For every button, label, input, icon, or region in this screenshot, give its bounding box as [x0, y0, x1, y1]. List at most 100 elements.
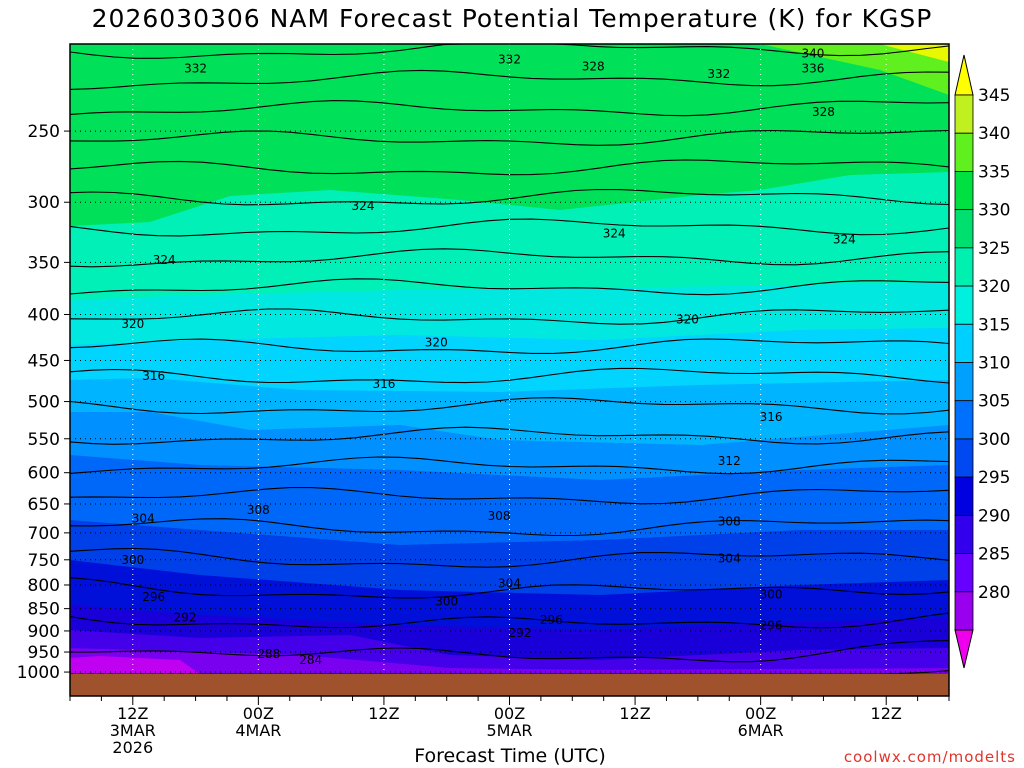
isotherm-line	[70, 367, 949, 384]
colorbar-label: 315	[978, 315, 1010, 335]
contour-label: 316	[372, 377, 395, 391]
colorbar-swatch	[954, 247, 974, 287]
contour-label: 308	[247, 503, 270, 517]
contour-label: 328	[812, 105, 835, 119]
isotherm-layer	[70, 44, 949, 674]
contour-label: 332	[707, 67, 730, 81]
colorbar-bottom-arrow	[954, 629, 974, 669]
colorbar-swatch	[954, 171, 974, 211]
isotherm-line	[70, 308, 949, 325]
colorbar-top-arrow	[954, 54, 974, 96]
contour-label: 324	[603, 226, 626, 240]
colorbar-swatch	[954, 323, 974, 363]
isotherm-line	[70, 69, 949, 90]
colorbar: 345 340 335 330 325 320 315 310 305 300 295 290 285 2…	[954, 54, 1010, 669]
isotherm-line	[70, 518, 949, 537]
x-tick-label: 12Z	[368, 704, 399, 723]
contour-label: 328	[582, 60, 605, 74]
y-tick-label: 700	[28, 524, 60, 544]
contour-label: 320	[121, 317, 144, 331]
theta-band-345	[880, 44, 949, 62]
contour-label: 316	[142, 369, 165, 383]
isotherm-line	[70, 456, 949, 475]
isotherm-line	[70, 129, 949, 146]
colorbar-swatch	[954, 132, 974, 172]
y-tick-label: 350	[28, 253, 60, 273]
colorbar-swatch	[954, 438, 974, 478]
contour-label: 296	[540, 613, 563, 627]
contour-label: 332	[184, 62, 207, 76]
contour-label: 324	[833, 232, 856, 246]
colorbar-swatch	[954, 553, 974, 593]
x-tick-label: 12Z	[619, 704, 650, 723]
colorbar-swatch	[954, 591, 974, 631]
contour-label: 304	[132, 512, 155, 526]
contour-label: 332	[498, 52, 521, 66]
contour-label: 300	[435, 595, 458, 609]
contour-label: 288	[257, 647, 280, 661]
contour-label: 304	[498, 577, 521, 591]
x-tick-label: 6MAR	[738, 721, 784, 740]
contour-label: 324	[352, 199, 375, 213]
contour-label: 316	[760, 410, 783, 424]
isotherm-line	[70, 338, 949, 354]
y-tick-label: 250	[28, 122, 60, 142]
colorbar-swatch	[954, 362, 974, 402]
colorbar-label: 330	[978, 201, 1010, 221]
contour-label: 304	[718, 552, 741, 566]
y-tick-label: 500	[28, 393, 60, 413]
x-tick-label: 12Z	[871, 704, 902, 723]
contour-label: 312	[718, 454, 741, 468]
colorbar-label: 335	[978, 162, 1010, 182]
contour-label: 300	[760, 588, 783, 602]
colorbar-swatch	[954, 476, 974, 516]
x-tick-label: 00Z	[745, 704, 776, 723]
colorbar-swatch	[954, 400, 974, 440]
y-tick-label: 650	[28, 495, 60, 515]
colorbar-label: 320	[978, 277, 1010, 297]
y-tick-label: 450	[28, 351, 60, 371]
contour-label: 296	[142, 590, 165, 604]
colorbar-swatch	[954, 514, 974, 554]
colorbar-label: 300	[978, 430, 1010, 450]
theta-band	[70, 656, 200, 674]
x-tick-label: 2026	[112, 738, 153, 757]
isotherm-line	[70, 547, 949, 568]
contour-label: 340	[802, 47, 825, 61]
contour-label: 284	[299, 653, 322, 667]
theta-band	[70, 648, 949, 674]
contour-label: 308	[718, 515, 741, 529]
isotherm-line	[70, 640, 949, 663]
credit-link[interactable]: coolwx.com/modelts	[843, 748, 1016, 766]
colorbar-label: 325	[978, 239, 1010, 259]
grid-layer	[70, 44, 949, 674]
contour-label: 300	[121, 553, 144, 567]
colorbar-label: 305	[978, 392, 1010, 412]
colorbar-swatch	[954, 209, 974, 249]
x-tick-label: 00Z	[243, 704, 274, 723]
y-tick-label: 900	[28, 622, 60, 642]
y-tick-label: 550	[28, 430, 60, 450]
y-tick-label: 1000	[17, 663, 60, 683]
colorbar-label: 290	[978, 506, 1010, 526]
ground-surface	[70, 674, 949, 696]
isotherm-line	[70, 487, 949, 505]
colorbar-swatch	[954, 94, 974, 134]
contour-label: 292	[174, 611, 197, 625]
y-tick-label: 800	[28, 576, 60, 596]
isotherm-line	[70, 44, 949, 59]
y-tick-label: 600	[28, 464, 60, 484]
y-tick-label: 750	[28, 551, 60, 571]
contour-label: 296	[760, 619, 783, 633]
chart-title: 2026030306 NAM Forecast Potential Temper…	[91, 4, 933, 33]
colorbar-label: 285	[978, 545, 1010, 565]
x-tick-label: 5MAR	[486, 721, 532, 740]
y-tick-label: 300	[28, 193, 60, 213]
isotherm-line	[70, 612, 949, 629]
theta-band-340	[760, 44, 949, 95]
contour-label: 324	[153, 253, 176, 267]
colorbar-swatch	[954, 285, 974, 325]
